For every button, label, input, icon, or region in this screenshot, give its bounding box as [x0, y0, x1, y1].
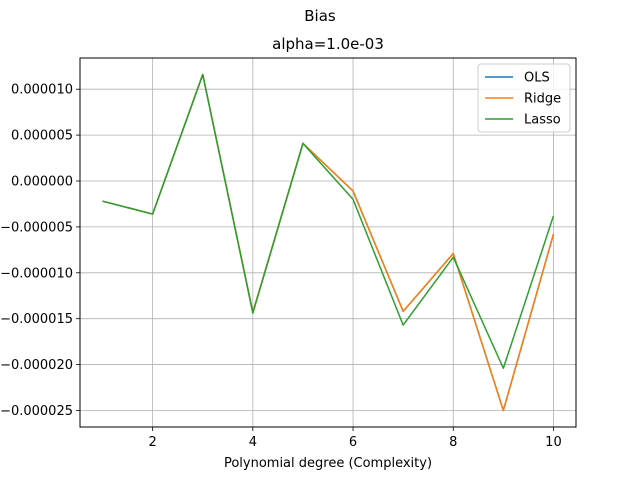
figure-suptitle: Bias	[304, 7, 336, 25]
legend: OLS Ridge Lasso	[477, 63, 571, 133]
x-axis-label: Polynomial degree (Complexity)	[224, 456, 432, 471]
x-tick-label: 4	[249, 435, 257, 450]
y-tick-label: 0.000010	[11, 83, 73, 98]
series-lines	[102, 73, 555, 412]
y-axis: −0.000025 −0.000020 −0.000015 −0.000010 −0.0…	[0, 83, 80, 419]
legend-label-ridge: Ridge	[524, 92, 561, 107]
x-axis: 2 4 6 8 10	[149, 427, 562, 450]
y-tick-label: −0.000010	[0, 266, 73, 281]
chart-title: alpha=1.0e-03	[272, 35, 384, 53]
y-tick-label: −0.000015	[0, 312, 73, 327]
y-tick-label: 0.000005	[11, 129, 73, 144]
x-tick-label: 6	[349, 435, 357, 450]
y-tick-label: −0.000020	[0, 358, 73, 373]
y-tick-label: 0.000000	[11, 175, 73, 190]
legend-label-ols: OLS	[524, 71, 550, 86]
y-tick-label: −0.000025	[0, 404, 73, 419]
grid	[80, 58, 576, 427]
y-tick-label: −0.000005	[0, 220, 73, 235]
plot-frame	[79, 57, 577, 428]
x-tick-label: 8	[449, 435, 457, 450]
legend-box	[477, 63, 571, 133]
series-line-lasso	[102, 73, 555, 369]
legend-label-lasso: Lasso	[524, 113, 561, 128]
x-tick-label: 2	[149, 435, 157, 450]
x-tick-label: 10	[545, 435, 562, 450]
